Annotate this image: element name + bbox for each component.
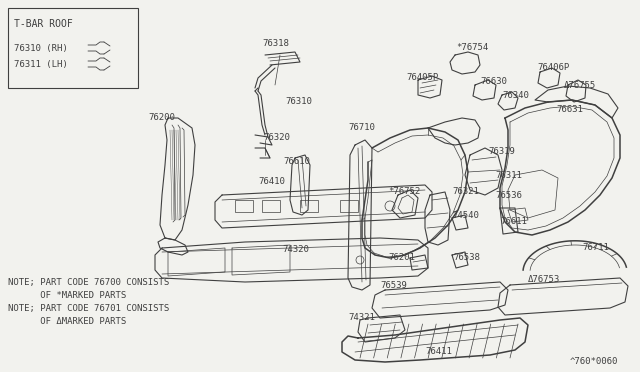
Text: 74321: 74321 [348, 314, 375, 323]
Text: Δ76755: Δ76755 [564, 80, 596, 90]
Text: OF ΔMARKED PARTS: OF ΔMARKED PARTS [8, 317, 126, 326]
Text: 76710: 76710 [348, 124, 375, 132]
Text: 76410: 76410 [258, 177, 285, 186]
Text: 76630: 76630 [480, 77, 507, 87]
Text: 76310 (RH): 76310 (RH) [14, 44, 68, 52]
Bar [340, 200, 358, 212]
Text: 76320: 76320 [263, 134, 290, 142]
Text: 76319: 76319 [488, 148, 515, 157]
Bar [235, 200, 253, 212]
Text: 76405P: 76405P [406, 74, 438, 83]
Text: 76536: 76536 [495, 190, 522, 199]
Text: 76539: 76539 [380, 280, 407, 289]
Text: 76538: 76538 [453, 253, 480, 263]
Text: 76631: 76631 [556, 106, 583, 115]
Bar [262, 200, 280, 212]
Text: ^760*0060: ^760*0060 [570, 357, 618, 366]
Text: NOTE; PART CODE 76701 CONSISTS: NOTE; PART CODE 76701 CONSISTS [8, 304, 169, 312]
Text: 76201: 76201 [388, 253, 415, 263]
Text: 76200: 76200 [148, 113, 175, 122]
Text: *76752: *76752 [388, 187, 420, 196]
Text: *76754: *76754 [456, 44, 488, 52]
Text: 76340: 76340 [502, 92, 529, 100]
Text: 74540: 74540 [452, 211, 479, 219]
Text: 76321: 76321 [452, 187, 479, 196]
Text: OF *MARKED PARTS: OF *MARKED PARTS [8, 291, 126, 299]
Text: T-BAR ROOF: T-BAR ROOF [14, 19, 73, 29]
Text: 76310: 76310 [285, 97, 312, 106]
Text: 76711: 76711 [582, 244, 609, 253]
Text: 76311 (LH): 76311 (LH) [14, 60, 68, 68]
Text: 76406P: 76406P [537, 64, 569, 73]
Text: 76411: 76411 [425, 347, 452, 356]
Text: 76610: 76610 [283, 157, 310, 167]
Text: Δ76753: Δ76753 [528, 276, 560, 285]
Text: 76311: 76311 [495, 170, 522, 180]
Bar [300, 200, 318, 212]
Text: NOTE; PART CODE 76700 CONSISTS: NOTE; PART CODE 76700 CONSISTS [8, 278, 169, 286]
Text: 74320: 74320 [282, 246, 309, 254]
Bar [8, 8, 138, 88]
Text: 76611: 76611 [500, 218, 527, 227]
Text: 76318: 76318 [262, 38, 289, 48]
